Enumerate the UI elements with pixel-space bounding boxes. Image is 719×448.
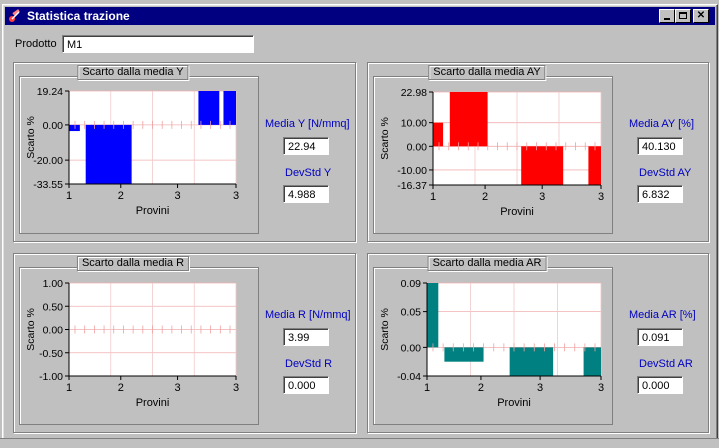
statistica-window: Statistica trazione ✕ Prodotto M1 Scarto… bbox=[2, 4, 718, 440]
x-tick-label: 1 bbox=[424, 382, 430, 394]
bar-2 bbox=[449, 92, 488, 147]
y-tick-label: 19.24 bbox=[37, 86, 63, 98]
x-tick-label: 3 bbox=[174, 382, 180, 394]
x-tick-label: 2 bbox=[118, 190, 124, 202]
x-tick-label: 1 bbox=[66, 190, 72, 202]
chart-title-ay: Scarto dalla media AY bbox=[428, 65, 546, 80]
chart-ay: 22.98 10.00 0.00 -10.00 -16.371 2 3 3 Provini Sca… bbox=[379, 87, 604, 218]
mean-label-ar: Media AR [%] bbox=[629, 309, 696, 321]
std-value-y[interactable]: 4.988 bbox=[283, 185, 329, 203]
bar-4 bbox=[583, 347, 601, 376]
y-tick-label: 1.00 bbox=[43, 278, 64, 290]
x-axis-label: Provini bbox=[136, 397, 170, 409]
y-axis-label: Scarto % bbox=[379, 117, 391, 160]
std-value-ay[interactable]: 6.832 bbox=[637, 185, 683, 203]
window-title: Statistica trazione bbox=[27, 9, 130, 23]
y-tick-label: 0.50 bbox=[43, 301, 64, 313]
mean-label-r: Media R [N/mmq] bbox=[265, 309, 351, 321]
mean-value-r[interactable]: 3.99 bbox=[283, 328, 329, 346]
bar-3 bbox=[521, 146, 564, 185]
y-tick-label: 10.00 bbox=[401, 118, 427, 130]
mean-label-y: Media Y [N/mmq] bbox=[265, 118, 350, 130]
close-icon: ✕ bbox=[696, 10, 706, 21]
y-tick-label: -1.00 bbox=[39, 371, 63, 383]
y-tick-label: -0.50 bbox=[39, 348, 63, 360]
product-input[interactable]: M1 bbox=[62, 35, 254, 53]
chart-y: 19.24 0.00 -20.00 -33.551 2 3 3 Provini Scarto % bbox=[25, 86, 239, 217]
x-tick-label: 3 bbox=[233, 190, 239, 202]
x-tick-label: 2 bbox=[482, 191, 488, 203]
y-tick-label: -16.37 bbox=[397, 180, 427, 192]
title-bar[interactable]: Statistica trazione ✕ bbox=[5, 7, 715, 25]
chart-title-y: Scarto dalla media Y bbox=[77, 65, 189, 80]
bar-2 bbox=[444, 347, 484, 362]
x-tick-label: 3 bbox=[174, 190, 180, 202]
y-tick-label: 0.00 bbox=[401, 342, 422, 354]
y-tick-label: 0.00 bbox=[43, 325, 64, 337]
chart-title-r: Scarto dalla media R bbox=[76, 256, 190, 271]
mean-value-ay[interactable]: 40.130 bbox=[637, 137, 683, 155]
bar-2 bbox=[85, 124, 132, 184]
y-tick-label: 0.00 bbox=[407, 141, 428, 153]
chart-group-ar bbox=[367, 253, 709, 433]
std-label-y: DevStd Y bbox=[285, 167, 332, 179]
y-tick-label: 0.09 bbox=[401, 278, 422, 290]
x-tick-label: 1 bbox=[430, 191, 436, 203]
y-tick-label: -0.04 bbox=[397, 371, 421, 383]
y-tick-label: 0.05 bbox=[401, 307, 422, 319]
chart-group-y bbox=[13, 62, 356, 242]
bar-3 bbox=[198, 91, 220, 125]
chart-group-r bbox=[13, 253, 356, 433]
bar-3 bbox=[509, 347, 554, 376]
chart-r: 1.00 0.50 0.00 -0.50 -1.001 2 3 3 Provini Scarto … bbox=[25, 278, 239, 409]
x-tick-label: 3 bbox=[233, 382, 239, 394]
mean-value-ar[interactable]: 0.091 bbox=[637, 328, 683, 346]
bar-1 bbox=[69, 124, 80, 132]
y-axis-label: Scarto % bbox=[379, 308, 391, 351]
x-axis-label: Provini bbox=[136, 205, 170, 217]
product-label: Prodotto bbox=[15, 38, 57, 50]
bar-4 bbox=[588, 146, 601, 185]
std-label-ay: DevStd AY bbox=[639, 167, 692, 179]
x-tick-label: 1 bbox=[66, 382, 72, 394]
x-axis-label: Provini bbox=[500, 206, 534, 218]
maximize-button[interactable] bbox=[675, 9, 691, 23]
std-label-ar: DevStd AR bbox=[639, 358, 693, 370]
minimize-icon bbox=[664, 18, 670, 20]
std-label-r: DevStd R bbox=[285, 358, 333, 370]
y-tick-label: -33.55 bbox=[33, 179, 63, 191]
x-axis-label: Provini bbox=[497, 397, 531, 409]
x-tick-label: 3 bbox=[539, 191, 545, 203]
mean-value-y[interactable]: 22.94 bbox=[283, 137, 329, 155]
y-tick-label: 22.98 bbox=[401, 87, 427, 99]
bar-1 bbox=[427, 283, 439, 348]
chart-title-ar: Scarto dalla media AR bbox=[427, 256, 547, 271]
minimize-button[interactable] bbox=[659, 9, 675, 23]
y-tick-label: -10.00 bbox=[397, 165, 427, 177]
std-value-r[interactable]: 0.000 bbox=[283, 376, 329, 394]
x-tick-label: 3 bbox=[598, 191, 604, 203]
x-tick-label: 3 bbox=[537, 382, 543, 394]
x-tick-label: 2 bbox=[118, 382, 124, 394]
maximize-icon bbox=[679, 12, 687, 19]
x-tick-label: 2 bbox=[478, 382, 484, 394]
y-tick-label: 0.00 bbox=[43, 120, 64, 132]
bar-4 bbox=[223, 91, 236, 125]
app-icon bbox=[9, 9, 20, 22]
status-strip bbox=[0, 438, 719, 448]
y-tick-label: -20.00 bbox=[33, 155, 63, 167]
x-tick-label: 3 bbox=[598, 382, 604, 394]
y-axis-label: Scarto % bbox=[25, 308, 37, 351]
bar-1 bbox=[433, 122, 444, 147]
std-value-ar[interactable]: 0.000 bbox=[637, 376, 683, 394]
chart-group-ay bbox=[367, 62, 709, 242]
chart-ar: 0.09 0.05 0.00 -0.041 2 3 3 Provini Scarto % bbox=[379, 278, 604, 409]
mean-label-ay: Media AY [%] bbox=[629, 118, 695, 130]
y-axis-label: Scarto % bbox=[25, 116, 37, 159]
close-button[interactable]: ✕ bbox=[693, 9, 709, 23]
